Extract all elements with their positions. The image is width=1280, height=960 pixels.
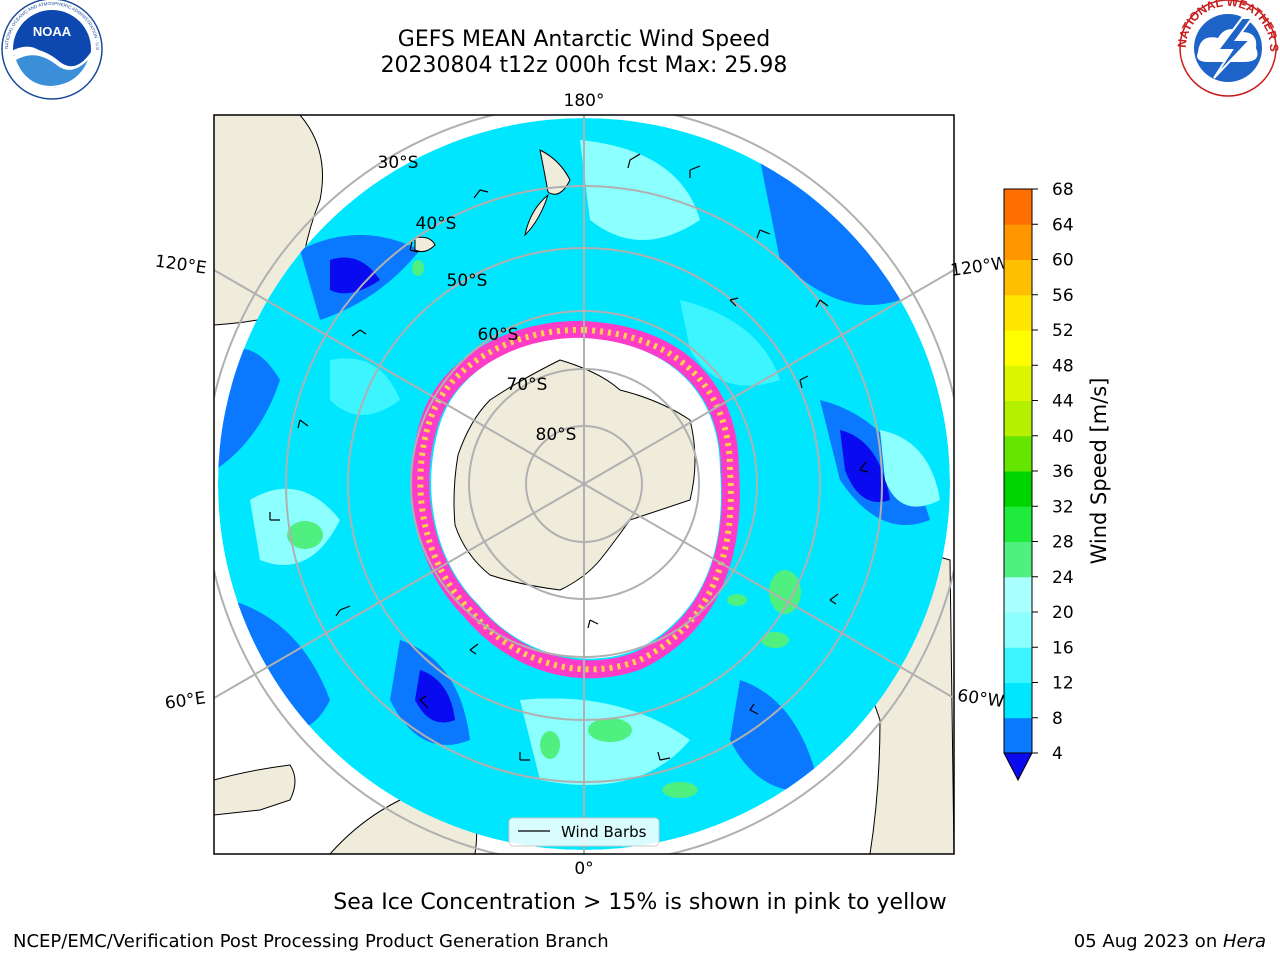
- wind-barbs-legend: Wind Barbs: [508, 817, 660, 847]
- colorbar-segment: [1004, 506, 1032, 542]
- inner-landmasses: [414, 149, 571, 253]
- lat-label-40s: 40°S: [416, 214, 457, 234]
- lon-label-0: 0°: [574, 859, 593, 879]
- nws-ring-text: NATIONAL WEATHER SERVICE: [0, 0, 1280, 52]
- colorbar-tick-label: 4: [1052, 744, 1063, 764]
- colorbar-tick-label: 44: [1052, 392, 1074, 412]
- antarctica-land: [453, 359, 696, 591]
- colorbar-tick-label: 28: [1052, 533, 1074, 553]
- colorbar-tick-label: 12: [1052, 674, 1074, 694]
- colorbar-segment: [1004, 435, 1032, 472]
- colorbar-segment: [1004, 717, 1032, 754]
- lat-label-60s: 60°S: [478, 325, 519, 345]
- footer-branch: NCEP/EMC/Verification Post Processing Pr…: [13, 931, 609, 952]
- map-frame-border: [213, 114, 955, 855]
- nws-logo: NATIONAL WEATHER SERVICE: [0, 0, 1280, 97]
- madagascar-land: [214, 764, 296, 816]
- colorbar-segment: [1004, 330, 1032, 366]
- colorbar-tick-label: 48: [1052, 356, 1074, 376]
- colorbar-segment: [1004, 259, 1032, 296]
- lat-label-30s: 30°S: [378, 153, 419, 173]
- colorbar-tick-label: 32: [1052, 497, 1074, 517]
- colorbar-segment: [1004, 294, 1032, 331]
- colorbar-tick-label: 40: [1052, 427, 1074, 447]
- colorbar-tick-label: 52: [1052, 321, 1074, 341]
- colorbar-tick-label: 24: [1052, 568, 1074, 588]
- colorbar-tick-label: 20: [1052, 603, 1074, 623]
- colorbar-segment: [1004, 365, 1032, 401]
- graticule: [214, 115, 954, 854]
- colorbar-tick-label: 36: [1052, 462, 1074, 482]
- lat-label-50s: 50°S: [447, 271, 488, 291]
- colorbar-segment: [1004, 576, 1032, 613]
- colorbar-segment: [1004, 189, 1032, 225]
- chart-subtitle: 20230804 t12z 000h fcst Max: 25.98: [380, 53, 788, 78]
- chart-title: GEFS MEAN Antarctic Wind Speed: [397, 27, 771, 52]
- wind-barbs: [269, 153, 869, 761]
- colorbar-segment: [1004, 541, 1032, 578]
- colorbar-tick-label: 16: [1052, 638, 1074, 658]
- colorbar-tick-label: 60: [1052, 251, 1074, 271]
- new-zealand-north: [539, 149, 571, 195]
- new-zealand-south: [524, 193, 550, 237]
- tasmania: [414, 236, 436, 253]
- lat-label-80s: 80°S: [536, 425, 577, 445]
- footer-host: Hera: [1222, 931, 1266, 952]
- colorbar-segment: [1004, 224, 1032, 260]
- noaa-wordmark: NOAA: [33, 24, 72, 39]
- lon-label-60e: 60°E: [164, 688, 207, 713]
- svg-text:NATIONAL WEATHER SERVICE: NATIONAL WEATHER SERVICE: [0, 0, 1280, 52]
- colorbar-label: Wind Speed [m/s]: [1087, 378, 1111, 565]
- colorbar-segment: [1004, 647, 1032, 683]
- footer-date-text: 05 Aug 2023 on: [1073, 931, 1223, 952]
- colorbar-extend-arrow: [1003, 752, 1033, 782]
- colorbar-tick-label: 56: [1052, 286, 1074, 306]
- colorbar-tick-label: 64: [1052, 215, 1074, 235]
- colorbar-tick-label: 8: [1052, 709, 1063, 729]
- lon-label-180: 180°: [564, 91, 605, 111]
- lat-label-70s: 70°S: [507, 375, 548, 395]
- noaa-logo: NOAA NATIONAL OCEANIC AND ATMOSPHERIC AD…: [0, 0, 103, 100]
- lon-label-60w: 60°W: [956, 686, 1005, 712]
- colorbar-tick-label: 68: [1052, 180, 1074, 200]
- sea-ice-caption: Sea Ice Concentration > 15% is shown in …: [333, 890, 947, 915]
- colorbar-segment: [1004, 400, 1032, 437]
- legend-label: Wind Barbs: [561, 823, 647, 841]
- colorbar-segment: [1004, 612, 1032, 648]
- lon-label-120w: 120°W: [949, 253, 1009, 281]
- footer-date: 05 Aug 2023 on Hera: [1074, 931, 1266, 952]
- lon-label-120e: 120°E: [154, 252, 208, 279]
- colorbar-segment: [1004, 682, 1032, 719]
- colorbar-segment: [1004, 471, 1032, 507]
